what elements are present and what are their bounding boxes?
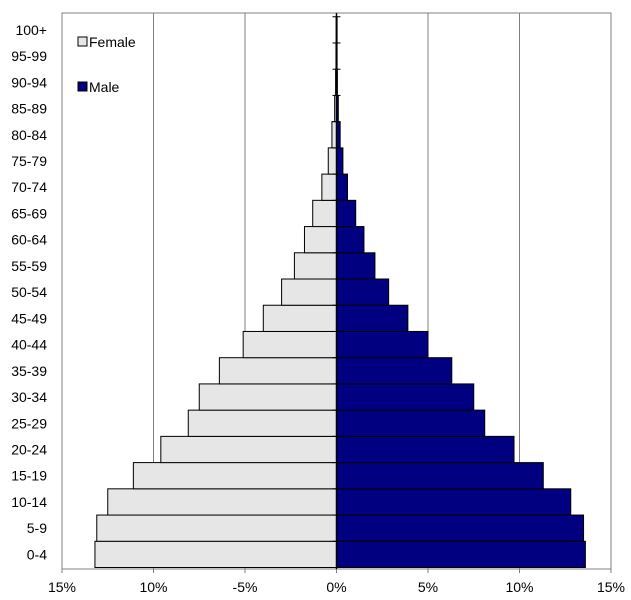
bar-male-45-49 (336, 304, 409, 332)
bar-male-15-19 (336, 462, 544, 490)
x-tick-label: 10% (139, 579, 167, 595)
bar-male-70-74 (336, 173, 348, 201)
y-tick-label: 90-94 (11, 74, 47, 90)
bar-male-20-24 (336, 435, 515, 464)
bar-female-65-69 (312, 199, 337, 228)
y-tick-label: 50-54 (11, 284, 47, 300)
y-tick-label: 85-89 (11, 101, 47, 117)
y-tick-label: 70-74 (11, 179, 47, 195)
bar-male-55-59 (336, 252, 376, 280)
y-tick-label: 95-99 (11, 48, 47, 64)
x-tick-labels: 15% 10% -5% 0% 5% 10% 15% (48, 569, 625, 595)
bar-male-0-4 (336, 540, 586, 568)
y-tick-label: 55-59 (11, 258, 47, 274)
legend-swatch-female (77, 36, 88, 47)
y-tick-label: 5-9 (27, 520, 47, 536)
center-axis (332, 13, 341, 569)
y-tick-label: 75-79 (11, 153, 47, 169)
y-tick-label: 35-39 (11, 363, 47, 379)
bar-female-35-39 (218, 357, 338, 385)
x-tick-label: 10% (505, 579, 533, 595)
y-tick-label: 100+ (15, 22, 47, 38)
bar-female-5-9 (96, 514, 337, 542)
bar-male-10-14 (336, 488, 572, 516)
bar-female-30-34 (198, 383, 337, 411)
bar-female-55-59 (293, 252, 338, 280)
y-tick-label: 65-69 (11, 205, 47, 221)
y-tick-label: 0-4 (27, 546, 47, 562)
legend-label-male: Male (89, 79, 120, 95)
bar-male-30-34 (336, 383, 475, 411)
bar-male-60-64 (336, 226, 365, 254)
bar-female-70-74 (321, 173, 337, 201)
y-tick-label: 30-34 (11, 389, 47, 405)
y-tick-label: 20-24 (11, 441, 47, 457)
bar-female-75-79 (327, 147, 338, 175)
x-tick-label: 15% (597, 579, 625, 595)
y-tick-label: 80-84 (11, 127, 47, 143)
bar-female-45-49 (262, 304, 337, 332)
y-tick-labels: 0-4 5-9 10-14 15-19 20-24 25-29 30-34 35-39 40-4… (11, 22, 47, 563)
bar-male-40-44 (336, 330, 429, 359)
bar-male-25-29 (336, 409, 486, 437)
bar-female-50-54 (281, 278, 338, 306)
y-tick-label: 45-49 (11, 310, 47, 326)
x-tick-label: 0% (326, 579, 346, 595)
legend-swatch-male (77, 81, 88, 92)
bar-male-5-9 (336, 514, 585, 542)
bar-male-75-79 (336, 147, 344, 175)
legend: Female Male (77, 34, 136, 95)
y-tick-label: 60-64 (11, 232, 47, 248)
bar-male-65-69 (336, 199, 357, 228)
y-tick-label: 40-44 (11, 337, 47, 353)
y-tick-label: 15-19 (11, 468, 47, 484)
legend-label-female: Female (89, 34, 136, 50)
bar-female-60-64 (303, 226, 338, 254)
bar-male-50-54 (336, 278, 390, 306)
bar-female-0-4 (94, 540, 337, 568)
x-tick-label: -5% (233, 579, 258, 595)
bar-female-15-19 (132, 462, 337, 490)
y-tick-label: 10-14 (11, 494, 47, 510)
x-tick-label: 15% (48, 579, 76, 595)
bar-female-40-44 (242, 330, 337, 359)
bar-male-35-39 (336, 357, 453, 385)
bar-female-10-14 (107, 488, 337, 516)
bar-female-20-24 (160, 435, 337, 464)
bar-female-25-29 (187, 409, 337, 437)
x-tick-label: 5% (418, 579, 438, 595)
y-tick-label: 25-29 (11, 415, 47, 431)
